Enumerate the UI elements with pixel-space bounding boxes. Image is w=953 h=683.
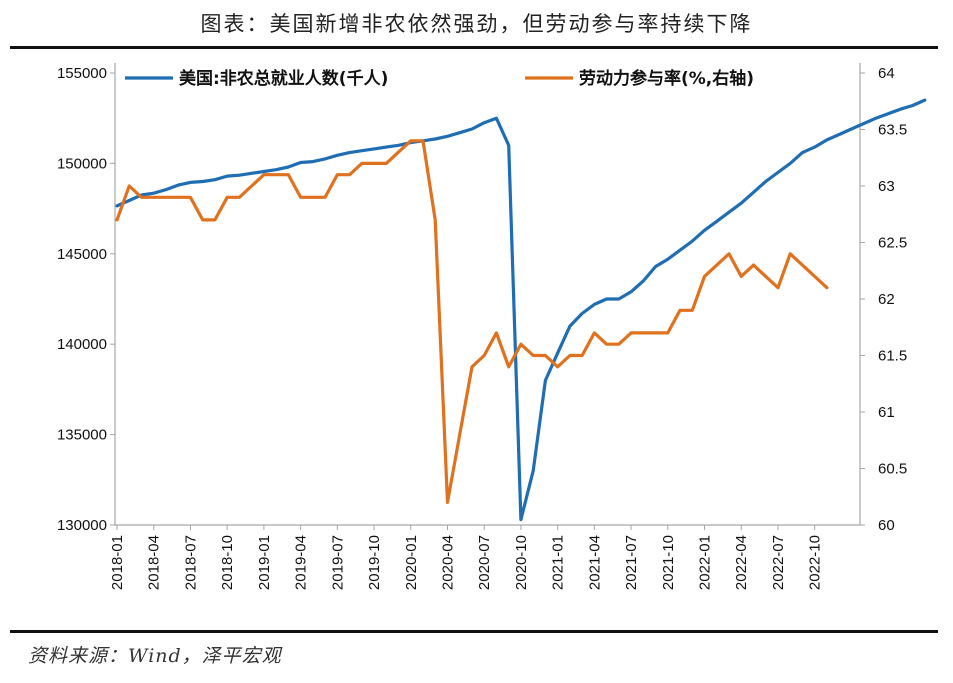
x-tick-label: 2022-01	[697, 535, 714, 590]
top-rule	[10, 46, 938, 49]
x-tick-label: 2018-01	[109, 535, 126, 590]
legend-item-employment: 美国:非农总就业人数(千人)	[125, 68, 388, 89]
right-tick-label: 62.5	[878, 235, 907, 252]
legend-label: 劳动力参与率(%,右轴)	[579, 68, 754, 89]
bottom-rule	[10, 630, 938, 633]
x-tick-label: 2018-10	[219, 535, 236, 590]
x-tick-label: 2022-10	[807, 535, 824, 590]
x-tick-label: 2019-04	[293, 535, 310, 590]
right-tick-label: 60.5	[878, 461, 907, 478]
chart-legend: 美国:非农总就业人数(千人) 劳动力参与率(%,右轴)	[125, 68, 754, 89]
left-tick-label: 155000	[57, 65, 107, 82]
x-tick-label: 2019-10	[366, 535, 383, 590]
legend-label: 美国:非农总就业人数(千人)	[179, 68, 388, 89]
series-line-lfpr	[115, 139, 829, 504]
right-tick-label: 60	[878, 517, 895, 534]
x-tick-label: 2021-07	[623, 535, 640, 590]
right-tick-label: 61.5	[878, 348, 907, 365]
figure-title: 图表：美国新增非农依然强劲，但劳动参与率持续下降	[200, 12, 753, 36]
x-tick-label: 2020-04	[439, 535, 456, 590]
x-tick-label: 2019-07	[329, 535, 346, 590]
x-tick-label: 2022-07	[770, 535, 787, 590]
chart-ticks: 130000 135000 140000 145000 150000 155000 60 60…	[57, 65, 907, 590]
x-tick-label: 2022-04	[733, 535, 750, 590]
series-line-employment	[115, 98, 927, 522]
right-tick-label: 63.5	[878, 122, 907, 139]
right-tick-label: 63	[878, 178, 895, 195]
x-tick-label: 2019-01	[256, 535, 273, 590]
x-tick-label: 2018-04	[146, 535, 163, 590]
right-tick-label: 62	[878, 291, 895, 308]
x-tick-label: 2020-01	[403, 535, 420, 590]
x-tick-label: 2021-10	[660, 535, 677, 590]
x-tick-label: 2018-07	[182, 535, 199, 590]
chart-lines	[115, 98, 927, 522]
right-tick-label: 64	[878, 65, 895, 82]
left-tick-label: 135000	[57, 427, 107, 444]
left-tick-label: 150000	[57, 155, 107, 172]
chart-axes	[114, 63, 861, 526]
left-tick-label: 140000	[57, 336, 107, 353]
left-tick-label: 130000	[57, 517, 107, 534]
right-tick-label: 61	[878, 404, 895, 421]
x-tick-label: 2021-01	[550, 535, 567, 590]
line-chart: 130000 135000 140000 145000 150000 155000 60 60…	[57, 63, 927, 590]
x-tick-label: 2021-04	[586, 535, 603, 590]
source-note: 资料来源：Wind，泽平宏观	[28, 645, 282, 667]
x-tick-label: 2020-07	[476, 535, 493, 590]
legend-item-lfpr: 劳动力参与率(%,右轴)	[525, 68, 754, 89]
x-tick-label: 2020-10	[513, 535, 530, 590]
left-tick-label: 145000	[57, 246, 107, 263]
